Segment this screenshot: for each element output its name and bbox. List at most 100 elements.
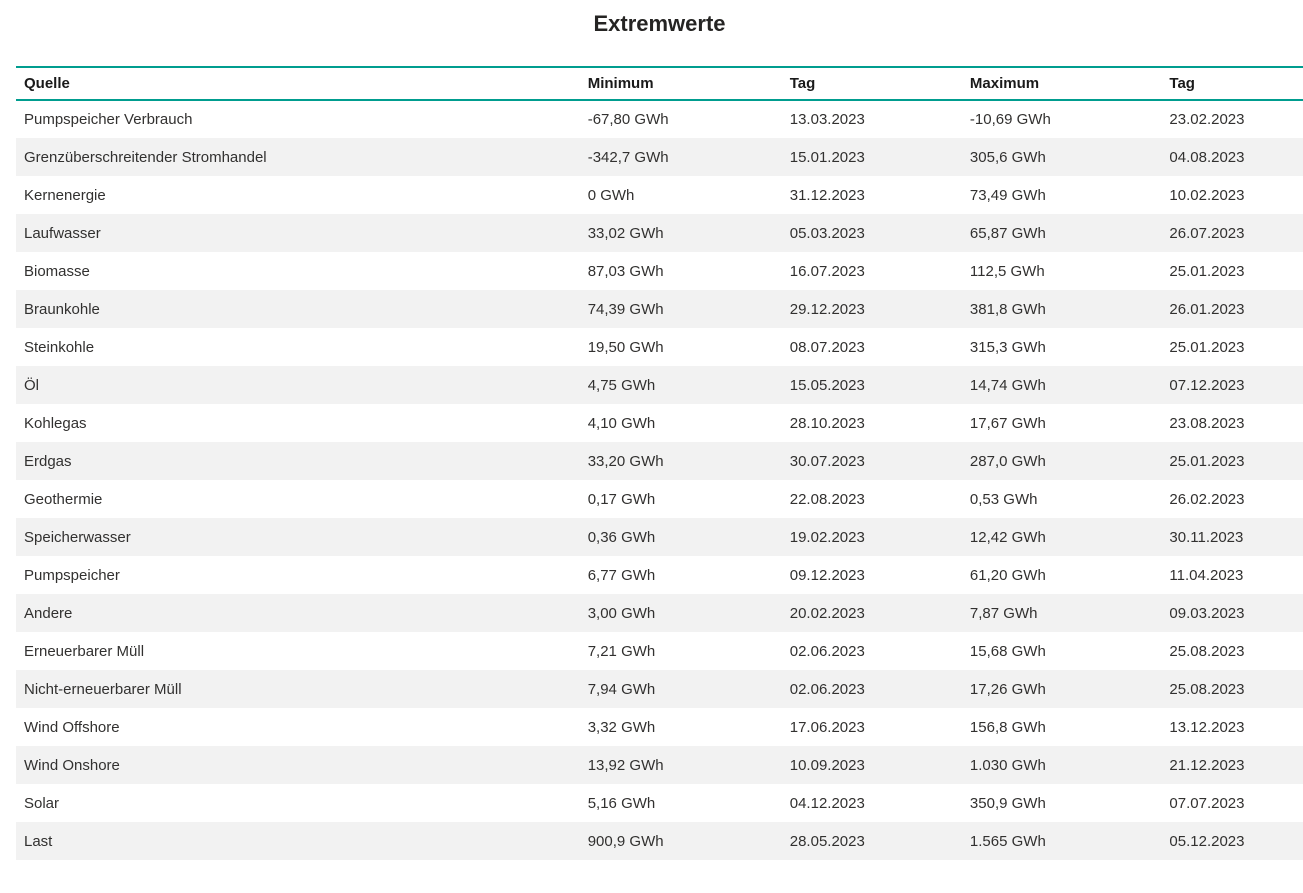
table-row: Speicherwasser 0,36 GWh 19.02.2023 12,42 GW… <box>16 518 1303 556</box>
source-cell: Wind Onshore <box>24 756 120 774</box>
maximum-cell: 73,49 GWh <box>969 186 1046 204</box>
minimum-cell: 74,39 GWh <box>587 300 664 318</box>
minimum-cell: 33,02 GWh <box>587 224 664 242</box>
maximum-cell: 1.030 GWh <box>969 756 1046 774</box>
maximum-cell: 287,0 GWh <box>969 452 1046 470</box>
minimum-day-cell: 28.05.2023 <box>789 832 865 850</box>
maximum-day-cell: 07.12.2023 <box>1169 376 1245 394</box>
maximum-cell: 7,87 GWh <box>969 604 1038 622</box>
minimum-cell: 0 GWh <box>587 186 635 204</box>
maximum-cell: 17,26 GWh <box>969 680 1046 698</box>
maximum-cell: 305,6 GWh <box>969 148 1046 166</box>
table-body: Pumpspeicher Verbrauch -67,80 GWh 13.03.20… <box>16 100 1303 860</box>
maximum-cell: 350,9 GWh <box>969 794 1046 812</box>
minimum-day-cell: 22.08.2023 <box>789 490 865 508</box>
minimum-day-cell: 29.12.2023 <box>789 300 865 318</box>
minimum-cell: 7,94 GWh <box>587 680 656 698</box>
maximum-day-cell: 25.08.2023 <box>1169 680 1245 698</box>
maximum-day-cell: 07.07.2023 <box>1169 794 1245 812</box>
maximum-cell: 1.565 GWh <box>969 832 1046 850</box>
minimum-day-cell: 02.06.2023 <box>789 642 865 660</box>
minimum-day-cell: 19.02.2023 <box>789 528 865 546</box>
table-row: Pumpspeicher Verbrauch -67,80 GWh 13.03.20… <box>16 100 1303 138</box>
minimum-cell: 900,9 GWh <box>587 832 664 850</box>
table-row: Solar 5,16 GWh 04.12.2023 350,9 GWh 07.07.20… <box>16 784 1303 822</box>
maximum-cell: 156,8 GWh <box>969 718 1046 736</box>
source-cell: Andere <box>24 604 73 622</box>
maximum-cell: 17,67 GWh <box>969 414 1046 432</box>
minimum-cell: 7,21 GWh <box>587 642 656 660</box>
maximum-cell: 15,68 GWh <box>969 642 1046 660</box>
table-row: Wind Onshore 13,92 GWh 10.09.2023 1.030 GWh… <box>16 746 1303 784</box>
source-cell: Kernenergie <box>24 186 106 204</box>
minimum-day-cell: 15.05.2023 <box>789 376 865 394</box>
column-header-minimum: Minimum <box>579 66 782 101</box>
maximum-day-cell: 11.04.2023 <box>1169 566 1244 584</box>
column-header-maximum: Maximum <box>961 66 1162 101</box>
minimum-day-cell: 20.02.2023 <box>789 604 865 622</box>
source-cell: Wind Offshore <box>24 718 120 736</box>
maximum-cell: 112,5 GWh <box>969 262 1045 280</box>
minimum-cell: 5,16 GWh <box>587 794 656 812</box>
extreme-values-table: Quelle Minimum Tag Maximum Tag Pumpspeic… <box>16 66 1303 860</box>
source-cell: Braunkohle <box>24 300 100 318</box>
source-cell: Öl <box>24 376 39 394</box>
source-cell: Pumpspeicher Verbrauch <box>24 111 193 128</box>
table-row: Öl 4,75 GWh 15.05.2023 14,74 GWh 07.12.2023 <box>16 366 1303 404</box>
minimum-day-cell: 28.10.2023 <box>789 414 865 432</box>
minimum-cell: -342,7 GWh <box>587 148 669 166</box>
minimum-day-cell: 31.12.2023 <box>789 186 865 204</box>
table-header: Quelle Minimum Tag Maximum Tag <box>16 66 1303 101</box>
table-row: Steinkohle 19,50 GWh 08.07.2023 315,3 GWh 25… <box>16 328 1303 366</box>
maximum-day-cell: 25.01.2023 <box>1169 452 1245 470</box>
column-header-quelle: Quelle <box>16 66 580 101</box>
minimum-cell: -67,80 GWh <box>587 111 669 128</box>
minimum-cell: 3,32 GWh <box>587 718 656 736</box>
source-cell: Biomasse <box>24 262 90 280</box>
minimum-day-cell: 09.12.2023 <box>789 566 865 584</box>
table-row: Kohlegas 4,10 GWh 28.10.2023 17,67 GWh 23.08… <box>16 404 1303 442</box>
maximum-cell: 381,8 GWh <box>969 300 1046 318</box>
minimum-day-cell: 17.06.2023 <box>789 718 865 736</box>
source-cell: Nicht-erneuerbarer Müll <box>24 680 182 698</box>
maximum-day-cell: 13.12.2023 <box>1169 718 1245 736</box>
maximum-day-cell: 09.03.2023 <box>1169 604 1245 622</box>
minimum-cell: 33,20 GWh <box>587 452 664 470</box>
maximum-day-cell: 23.02.2023 <box>1169 111 1245 128</box>
source-cell: Steinkohle <box>24 338 95 356</box>
table-row: Geothermie 0,17 GWh 22.08.2023 0,53 GWh 26.0… <box>16 480 1303 518</box>
maximum-cell: 14,74 GWh <box>969 376 1046 394</box>
maximum-day-cell: 26.07.2023 <box>1169 224 1245 242</box>
maximum-day-cell: 04.08.2023 <box>1169 148 1245 166</box>
table-row: Pumpspeicher 6,77 GWh 09.12.2023 61,20 GWh 1… <box>16 556 1303 594</box>
source-cell: Pumpspeicher <box>24 566 120 584</box>
maximum-cell: 12,42 GWh <box>969 528 1046 546</box>
minimum-cell: 0,36 GWh <box>587 528 656 546</box>
maximum-cell: 315,3 GWh <box>969 338 1046 356</box>
table-row: Andere 3,00 GWh 20.02.2023 7,87 GWh 09.03.20… <box>16 594 1303 632</box>
table-row: Nicht-erneuerbarer Müll 7,94 GWh 02.06.202… <box>16 670 1303 708</box>
maximum-day-cell: 05.12.2023 <box>1169 832 1245 850</box>
table-row: Erneuerbarer Müll 7,21 GWh 02.06.2023 15,68… <box>16 632 1303 670</box>
table-row: Erdgas 33,20 GWh 30.07.2023 287,0 GWh 25.01.… <box>16 442 1303 480</box>
maximum-day-cell: 25.01.2023 <box>1169 338 1245 356</box>
minimum-day-cell: 13.03.2023 <box>789 111 865 128</box>
source-cell: Geothermie <box>24 490 103 508</box>
maximum-day-cell: 25.08.2023 <box>1169 642 1245 660</box>
column-header-tag-min: Tag <box>781 66 962 101</box>
minimum-cell: 3,00 GWh <box>587 604 656 622</box>
maximum-day-cell: 25.01.2023 <box>1169 262 1245 280</box>
minimum-cell: 0,17 GWh <box>587 490 656 508</box>
minimum-cell: 4,10 GWh <box>587 414 656 432</box>
extreme-values-table-container: Quelle Minimum Tag Maximum Tag Pumpspeic… <box>16 66 1303 860</box>
maximum-day-cell: 10.02.2023 <box>1169 186 1245 204</box>
source-cell: Laufwasser <box>24 224 101 242</box>
maximum-day-cell: 30.11.2023 <box>1169 528 1244 546</box>
minimum-day-cell: 04.12.2023 <box>789 794 865 812</box>
maximum-day-cell: 23.08.2023 <box>1169 414 1245 432</box>
minimum-day-cell: 08.07.2023 <box>789 338 865 356</box>
source-cell: Solar <box>24 794 60 812</box>
maximum-day-cell: 26.02.2023 <box>1169 490 1245 508</box>
maximum-cell: 65,87 GWh <box>969 224 1046 242</box>
maximum-day-cell: 21.12.2023 <box>1169 756 1245 774</box>
